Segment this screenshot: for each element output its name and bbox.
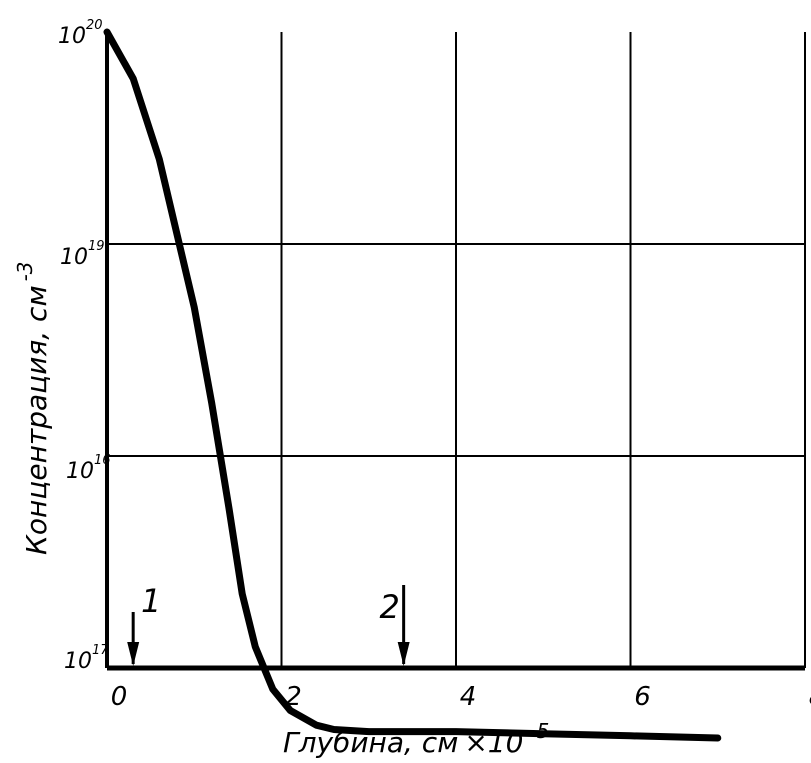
x-tick-labels: 0 2 4 6 8 (111, 682, 811, 712)
annotation-label: 2 (379, 588, 399, 626)
annotation-arrow-head (127, 642, 140, 666)
plot-frame (105, 32, 806, 671)
annotation-arrow-head (397, 642, 410, 666)
grid-lines (107, 32, 805, 668)
y-tick-mantissa: 10 (58, 24, 86, 49)
x-tick-label: 8 (809, 682, 811, 712)
concentration-curve (103, 28, 722, 742)
x-tick-label: 4 (460, 682, 477, 712)
y-tick-exponent: 17 (92, 643, 109, 658)
y-tick-label: 1017 (64, 643, 109, 674)
x-axis-multiplier-exp: -5 (529, 719, 549, 743)
y-tick-exponent: 16 (94, 453, 111, 468)
annotation-label: 1 (141, 582, 161, 620)
y-tick-exponent: 19 (88, 239, 105, 254)
x-axis-label: Глубина, см ×10 -5 (283, 719, 549, 759)
x-axis-label-text: Глубина, см (283, 726, 458, 759)
y-axis-label-text: Концентрация, см (20, 285, 53, 555)
x-tick-label: 0 (111, 682, 128, 712)
x-tick-label: 6 (634, 682, 651, 712)
y-tick-mantissa: 10 (60, 245, 88, 270)
y-tick-label: 1020 (58, 18, 103, 49)
y-tick-label: 1016 (66, 453, 111, 484)
x-axis-multiplier: ×10 (464, 726, 523, 759)
x-tick-label: 2 (285, 682, 302, 712)
y-tick-label: 1019 (60, 239, 105, 270)
y-tick-exponent: 20 (86, 18, 103, 33)
y-tick-mantissa: 10 (66, 459, 94, 484)
y-axis-label-exp: -3 (13, 261, 37, 281)
y-tick-mantissa: 10 (64, 649, 92, 674)
y-axis-label: Концентрация, см -3 (13, 261, 53, 555)
